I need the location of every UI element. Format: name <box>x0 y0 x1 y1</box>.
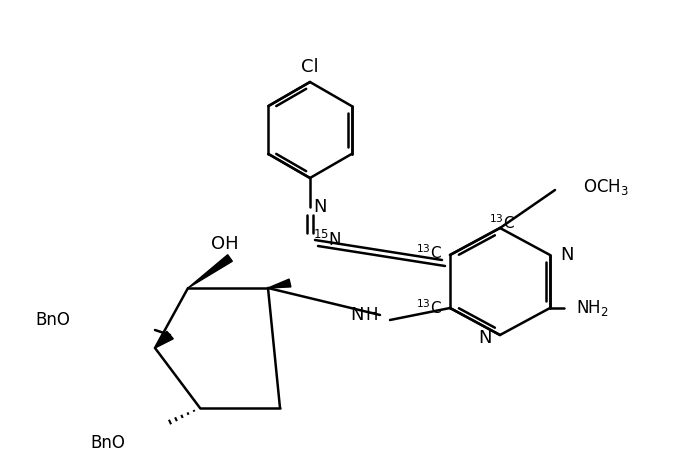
Text: Cl: Cl <box>302 58 319 76</box>
Text: H: H <box>366 306 378 324</box>
Text: N: N <box>479 329 492 347</box>
Text: $^{13}$C: $^{13}$C <box>489 213 515 232</box>
Text: N: N <box>560 246 574 264</box>
Text: NH$_2$: NH$_2$ <box>576 298 609 318</box>
Text: N: N <box>350 306 364 324</box>
Text: $^{13}$C: $^{13}$C <box>416 244 442 263</box>
Text: OCH$_3$: OCH$_3$ <box>583 177 629 197</box>
Polygon shape <box>155 331 173 348</box>
Text: OH: OH <box>211 235 239 253</box>
Text: BnO: BnO <box>35 311 70 329</box>
Text: BnO: BnO <box>90 434 125 452</box>
Polygon shape <box>188 255 232 288</box>
Polygon shape <box>268 279 291 288</box>
Text: $^{15}$N: $^{15}$N <box>313 230 341 250</box>
Text: N: N <box>313 198 327 216</box>
Text: $^{13}$C: $^{13}$C <box>416 299 442 317</box>
